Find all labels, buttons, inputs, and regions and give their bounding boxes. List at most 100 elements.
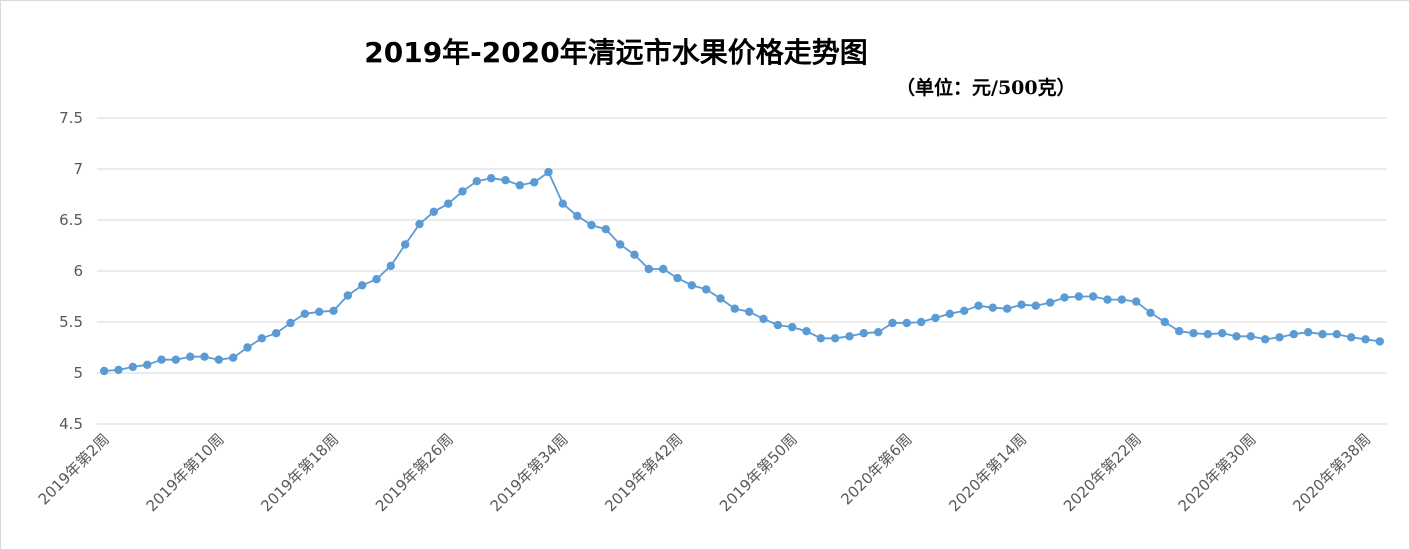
data-point bbox=[429, 207, 438, 216]
data-point bbox=[300, 309, 309, 318]
x-tick-label: 2020年第22周 bbox=[1060, 430, 1145, 515]
data-point bbox=[888, 318, 897, 328]
data-point bbox=[630, 250, 639, 259]
data-point bbox=[1060, 293, 1069, 302]
data-point bbox=[415, 219, 424, 229]
y-tick-label: 7.5 bbox=[59, 109, 83, 127]
data-point bbox=[100, 366, 109, 376]
y-tick-label: 6.5 bbox=[59, 211, 83, 229]
data-point bbox=[1189, 329, 1198, 338]
data-point bbox=[1046, 298, 1055, 307]
series-line bbox=[104, 171, 1380, 372]
x-axis: 2019年第2周 2019年第10周 2019年第18周 2019年第26周 2019年… bbox=[35, 430, 1375, 515]
data-point bbox=[831, 334, 840, 343]
data-point bbox=[1132, 297, 1141, 306]
data-point bbox=[587, 220, 596, 230]
data-point bbox=[816, 334, 825, 343]
data-point bbox=[601, 225, 610, 234]
data-point bbox=[229, 353, 238, 362]
data-point bbox=[931, 313, 940, 323]
data-point bbox=[945, 309, 954, 318]
data-point bbox=[802, 327, 811, 336]
data-point bbox=[1289, 330, 1299, 339]
data-point bbox=[358, 281, 367, 290]
data-point bbox=[773, 320, 782, 330]
data-point bbox=[444, 199, 453, 208]
data-point bbox=[1304, 328, 1313, 337]
data-point bbox=[530, 178, 539, 187]
y-tick-label: 6 bbox=[73, 262, 83, 280]
x-tick-label: 2019年第18周 bbox=[257, 430, 342, 515]
data-point bbox=[143, 360, 152, 369]
data-point bbox=[616, 240, 625, 249]
x-tick-label: 2020年第38周 bbox=[1289, 430, 1374, 515]
data-point bbox=[1261, 335, 1270, 344]
data-point bbox=[1017, 300, 1026, 309]
data-point bbox=[171, 355, 180, 364]
data-point bbox=[343, 291, 352, 300]
data-point bbox=[702, 285, 711, 294]
data-point bbox=[501, 176, 510, 185]
data-point bbox=[988, 303, 997, 312]
data-point bbox=[1003, 304, 1012, 313]
data-point bbox=[544, 167, 553, 177]
data-point bbox=[917, 317, 926, 327]
y-axis: 7.5 7 6.5 6 5.5 5 4.5 bbox=[59, 109, 83, 433]
y-tick-label: 5.5 bbox=[59, 313, 83, 331]
data-point bbox=[960, 306, 969, 315]
data-point bbox=[272, 329, 281, 338]
data-point bbox=[1074, 292, 1084, 301]
data-point bbox=[1175, 327, 1184, 336]
data-point bbox=[1203, 330, 1213, 339]
data-point bbox=[401, 240, 410, 249]
data-point bbox=[128, 362, 137, 372]
x-tick-label: 2020年第6周 bbox=[837, 430, 915, 508]
data-point bbox=[487, 174, 496, 183]
gridlines bbox=[97, 117, 1387, 425]
data-point bbox=[659, 264, 668, 274]
x-tick-label: 2020年第14周 bbox=[945, 430, 1030, 515]
data-point bbox=[745, 307, 754, 316]
data-point bbox=[186, 352, 195, 361]
data-point bbox=[1103, 295, 1112, 304]
data-point bbox=[286, 318, 295, 328]
x-tick-label: 2019年第26周 bbox=[372, 430, 457, 515]
data-point bbox=[902, 318, 911, 328]
data-point bbox=[1218, 329, 1227, 338]
data-point bbox=[673, 273, 682, 283]
x-tick-label: 2019年第10周 bbox=[143, 430, 228, 515]
data-point bbox=[1246, 332, 1256, 341]
data-point bbox=[157, 355, 166, 364]
data-point bbox=[730, 304, 739, 313]
chart-unit-subtitle: （单位：元/500克） bbox=[896, 77, 1076, 99]
data-point bbox=[386, 261, 395, 271]
x-tick-label: 2019年第42周 bbox=[601, 430, 686, 515]
data-point bbox=[1275, 333, 1284, 342]
data-point bbox=[243, 343, 252, 352]
data-point bbox=[458, 187, 467, 196]
data-point bbox=[1089, 292, 1098, 301]
data-point bbox=[859, 329, 868, 338]
data-point bbox=[845, 332, 854, 341]
data-point bbox=[1031, 301, 1041, 310]
x-tick-label: 2019年第50周 bbox=[716, 430, 801, 515]
data-point bbox=[788, 322, 797, 332]
data-point bbox=[1361, 335, 1370, 344]
y-tick-label: 7 bbox=[73, 160, 83, 178]
data-point bbox=[759, 314, 768, 324]
y-tick-label: 4.5 bbox=[59, 415, 83, 433]
chart-title: 2019年-2020年清远市水果价格走势图 bbox=[364, 36, 868, 69]
data-point bbox=[257, 334, 266, 343]
x-tick-label: 2020年第30周 bbox=[1175, 430, 1260, 515]
x-tick-label: 2019年第34周 bbox=[487, 430, 572, 515]
data-point bbox=[372, 275, 381, 284]
data-point bbox=[874, 328, 883, 337]
data-point bbox=[1146, 308, 1155, 317]
data-point bbox=[200, 352, 209, 361]
data-point bbox=[329, 306, 338, 315]
data-point bbox=[472, 177, 481, 186]
data-point bbox=[644, 264, 653, 274]
data-point bbox=[1160, 317, 1170, 327]
data-point bbox=[1117, 295, 1127, 304]
